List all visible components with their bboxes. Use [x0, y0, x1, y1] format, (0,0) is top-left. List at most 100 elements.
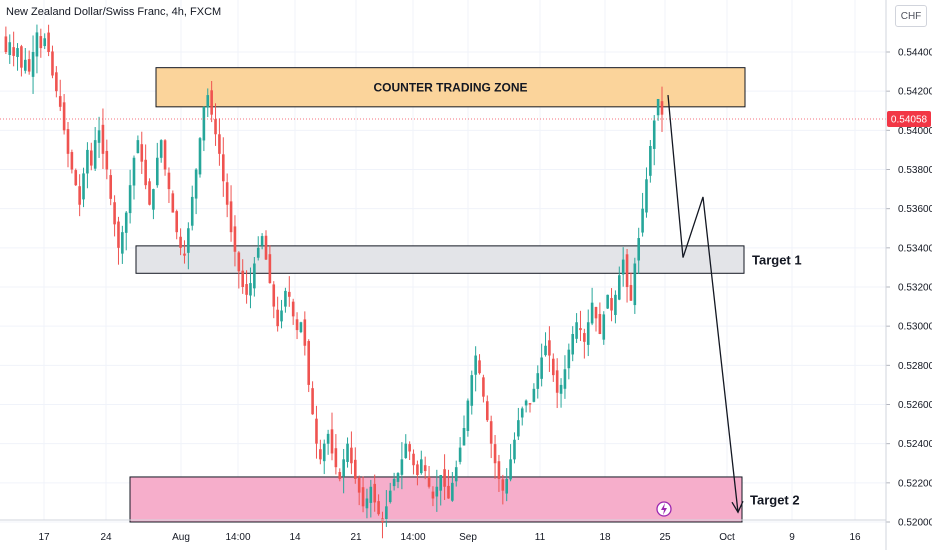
- candle-body: [101, 124, 105, 154]
- candle-body: [617, 275, 621, 300]
- candle-body: [435, 486, 439, 497]
- candle-body: [408, 444, 411, 452]
- candle-body: [144, 159, 147, 186]
- candle-body: [431, 491, 435, 499]
- candle-body: [206, 95, 210, 108]
- candle-body: [385, 506, 388, 520]
- candle-body: [625, 254, 629, 287]
- candle-body: [299, 322, 303, 333]
- candle-body: [86, 149, 89, 174]
- candle-body: [528, 403, 532, 405]
- candle-body: [315, 418, 318, 444]
- candle-body: [458, 447, 462, 462]
- candle-body: [124, 212, 128, 233]
- candle-body: [272, 284, 276, 307]
- candle-body: [221, 154, 225, 182]
- candle-body: [229, 201, 233, 233]
- y-tick-label: 0.52800: [898, 361, 932, 372]
- candle-body: [579, 328, 582, 331]
- candle-body: [602, 314, 606, 340]
- candle-body: [621, 259, 625, 275]
- candle-body: [163, 140, 167, 170]
- zone-label: Target 1: [752, 253, 802, 268]
- candle-body: [194, 169, 198, 199]
- candle-body: [559, 384, 563, 394]
- projection-arrowhead: [731, 500, 744, 514]
- candle-body: [346, 443, 349, 462]
- candle-body: [276, 309, 279, 327]
- candle-body: [82, 173, 85, 200]
- candle-body: [551, 358, 555, 376]
- candle-body: [606, 294, 609, 309]
- candle-body: [183, 253, 186, 256]
- candle-body: [70, 152, 74, 170]
- candle-body: [132, 157, 136, 186]
- candle-body: [78, 186, 81, 205]
- x-tick-label: Oct: [719, 532, 735, 543]
- candle-body: [377, 501, 380, 515]
- candle-body: [586, 322, 590, 345]
- x-tick-label: Aug: [172, 532, 190, 543]
- currency-selector[interactable]: CHF: [895, 5, 927, 27]
- y-tick-label: 0.54200: [898, 87, 932, 98]
- candle-body: [159, 140, 163, 158]
- candle-body: [497, 461, 501, 479]
- candle-body: [295, 319, 299, 331]
- candle-body: [89, 150, 93, 166]
- candle-body: [660, 101, 664, 115]
- candle-body: [167, 172, 171, 190]
- candle-body: [610, 298, 613, 311]
- candle-body: [412, 453, 415, 466]
- candle-body: [109, 175, 113, 199]
- candle-body: [287, 291, 291, 297]
- candle-body: [474, 355, 477, 375]
- current-price-label: 0.54058: [891, 114, 928, 125]
- candle-body: [27, 59, 31, 72]
- candles: [4, 24, 664, 539]
- candle-body: [152, 189, 155, 210]
- candle-body: [233, 226, 237, 252]
- candle-body: [241, 270, 245, 287]
- candle-body: [202, 106, 206, 141]
- candle-body: [470, 375, 474, 406]
- candle-body: [404, 443, 408, 458]
- x-tick-label: 17: [38, 532, 50, 543]
- candle-body: [629, 285, 633, 301]
- candle-body: [225, 182, 229, 205]
- candle-body: [136, 140, 140, 154]
- candle-body: [51, 51, 54, 76]
- candle-body: [350, 447, 353, 464]
- candle-body: [16, 48, 19, 57]
- target-1-zone: [135, 245, 745, 274]
- candle-body: [649, 146, 652, 176]
- y-tick-label: 0.53800: [898, 165, 932, 176]
- zones: COUNTER TRADING ZONE Target 1 Target 2: [129, 67, 802, 523]
- x-tick-label: 24: [100, 532, 112, 543]
- candle-body: [423, 465, 427, 472]
- candle-body: [645, 179, 648, 213]
- candle-body: [113, 202, 116, 225]
- y-tick-label: 0.52200: [898, 478, 932, 489]
- lightning-icon: [661, 503, 667, 515]
- candle-body: [93, 140, 97, 169]
- candle-body: [532, 388, 536, 402]
- candle-body: [66, 129, 70, 154]
- candle-body: [256, 247, 260, 258]
- candle-body: [121, 232, 124, 254]
- counter-trading-zone: [155, 67, 746, 108]
- candle-body: [583, 333, 586, 342]
- candle-body: [291, 301, 295, 317]
- candle-body: [447, 485, 450, 499]
- candle-body: [175, 211, 179, 233]
- candle-body: [330, 429, 334, 454]
- candle-body: [214, 119, 217, 135]
- candle-body: [253, 263, 256, 289]
- candle-body: [47, 32, 50, 52]
- candle-body: [614, 294, 617, 315]
- candle-body: [148, 181, 151, 205]
- candle-body: [427, 476, 431, 487]
- candle-body: [594, 306, 598, 319]
- candle-body: [388, 490, 392, 503]
